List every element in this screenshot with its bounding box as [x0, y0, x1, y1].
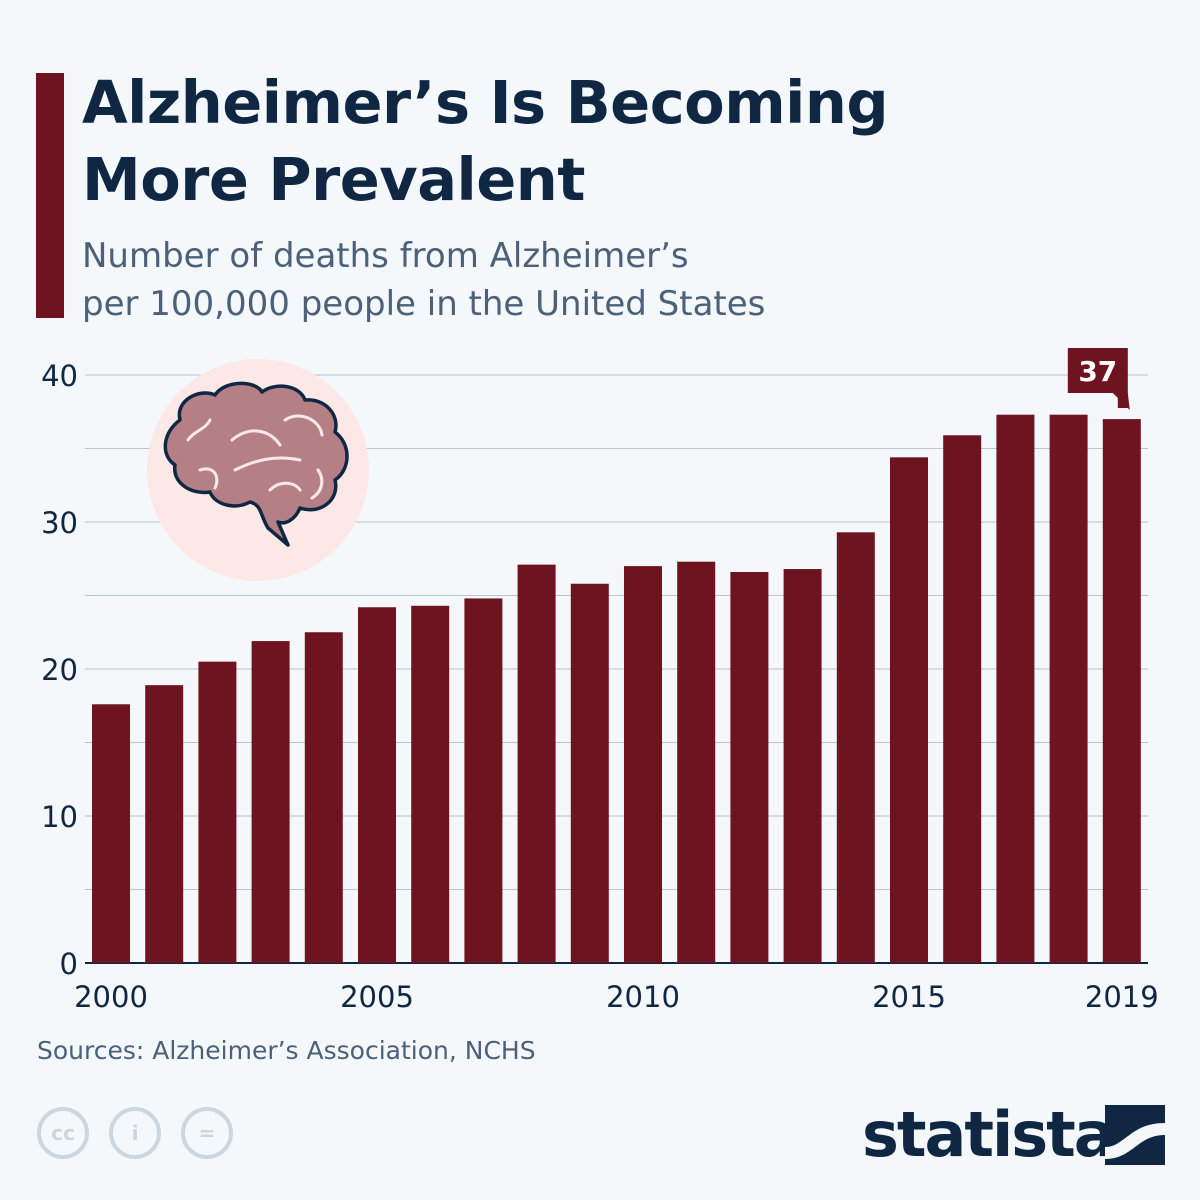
subtitle-line-1: Number of deaths from Alzheimer’s	[82, 236, 689, 276]
y-tick-label: 40	[41, 359, 78, 393]
bar-2012	[730, 571, 769, 963]
title-line-1: Alzheimer’s Is Becoming	[82, 68, 889, 137]
y-tick-label: 0	[60, 947, 78, 981]
title-accent-bar	[36, 73, 64, 318]
bar-2010	[624, 566, 662, 963]
subtitle-line-2: per 100,000 people in the United States	[82, 284, 766, 324]
no-derivatives-icon[interactable]: =	[181, 1107, 233, 1159]
bar-2013	[783, 569, 822, 963]
cc-icon[interactable]: cc	[37, 1107, 89, 1159]
statista-logo[interactable]: statista	[862, 1098, 1116, 1171]
title-line-2: More Prevalent	[82, 145, 585, 214]
bar-2009	[570, 583, 609, 963]
x-tick-label: 2005	[340, 980, 414, 1014]
bar-2003	[251, 641, 290, 963]
x-tick-label: 2019	[1085, 980, 1159, 1014]
bar-2011	[677, 561, 716, 963]
bar-2004	[304, 632, 343, 963]
x-tick-label: 2000	[74, 980, 148, 1014]
y-tick-label: 20	[41, 653, 78, 687]
brain-icon	[163, 381, 349, 547]
bar-2000	[92, 704, 130, 963]
bar-2016	[943, 435, 982, 963]
bar-2015	[890, 457, 928, 963]
annotation-pointer	[1112, 393, 1130, 410]
x-tick-label: 2015	[872, 980, 946, 1014]
brain-illustration	[147, 359, 369, 581]
statista-logo-mark-icon	[1105, 1105, 1165, 1165]
subtitle: Number of deaths from Alzheimer’s per 10…	[82, 232, 765, 328]
x-tick-label: 2010	[606, 980, 680, 1014]
y-tick-label: 10	[41, 800, 78, 834]
bar-2014	[836, 532, 875, 963]
bar-2005	[358, 607, 396, 963]
source-note: Sources: Alzheimer’s Association, NCHS	[37, 1036, 536, 1065]
bar-2002	[198, 661, 237, 963]
bar-2019	[1102, 419, 1141, 964]
logo-text: statista	[862, 1098, 1116, 1171]
bar-2007	[464, 598, 503, 963]
bar-2018	[1049, 414, 1088, 963]
annotation-label: 37	[1078, 355, 1117, 388]
bar-2017	[996, 414, 1035, 963]
bar-2001	[145, 685, 184, 963]
attribution-icon[interactable]: i	[109, 1107, 161, 1159]
bar-2006	[411, 605, 450, 963]
y-tick-label: 30	[41, 506, 78, 540]
page-title: Alzheimer’s Is Becoming More Prevalent	[82, 64, 889, 218]
bar-2008	[517, 564, 556, 963]
